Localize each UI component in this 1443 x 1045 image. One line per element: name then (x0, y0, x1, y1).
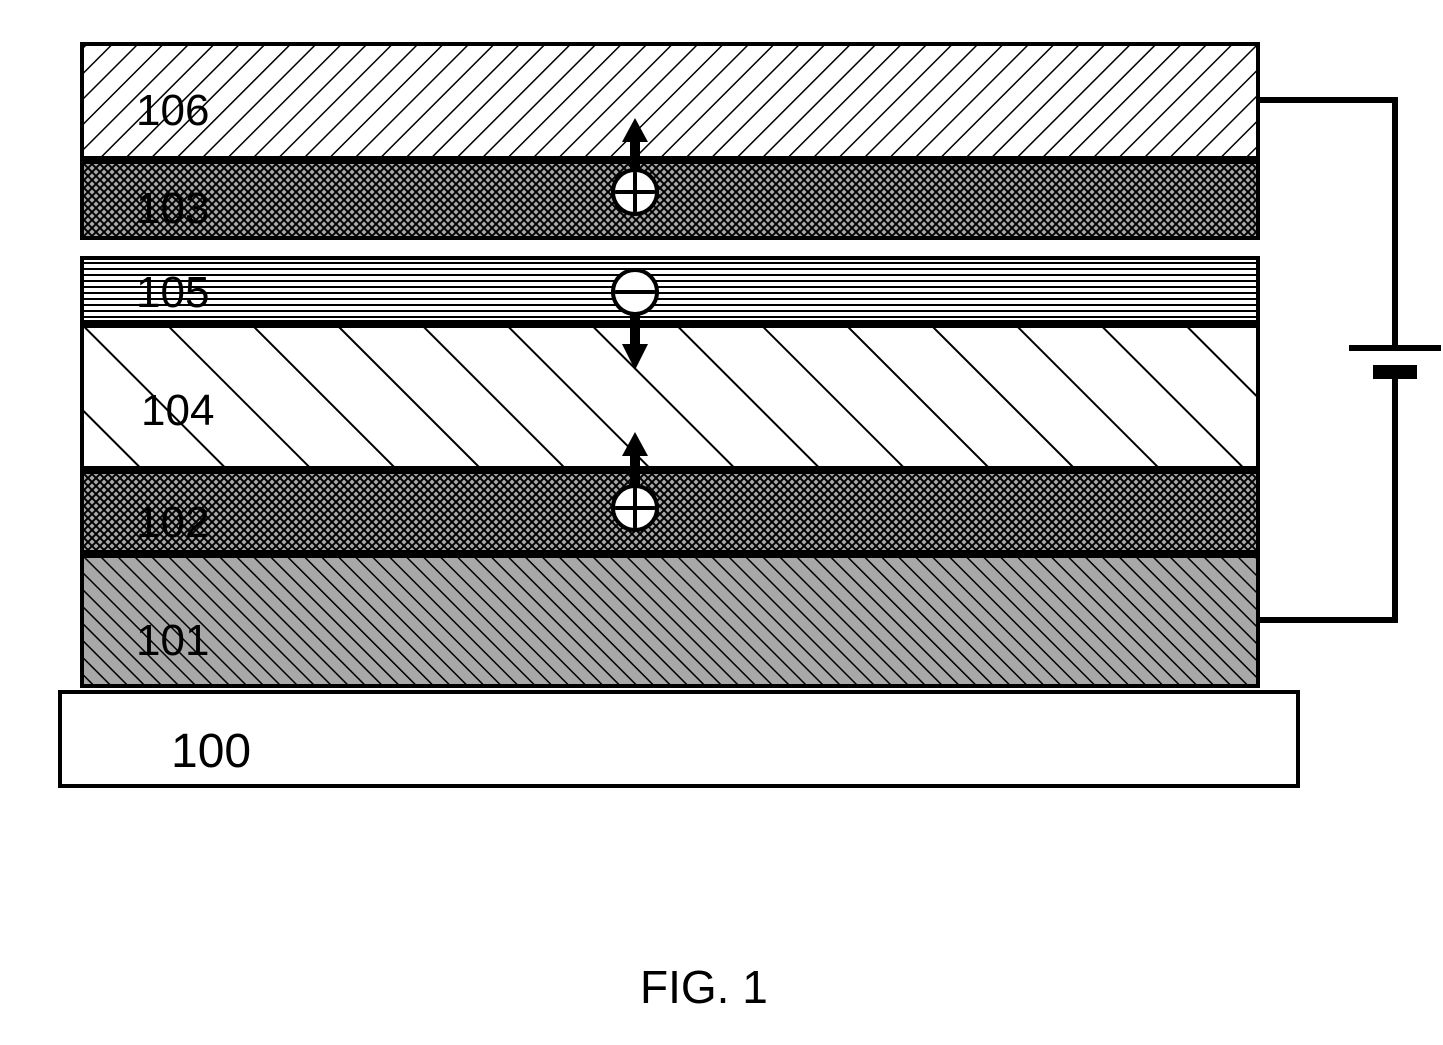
battery-plate-short (1373, 365, 1417, 379)
layer-101 (80, 554, 1260, 688)
wire-vert-bottom (1392, 372, 1398, 623)
layer-label-105: 105 (130, 268, 215, 318)
wire-vert-top (1392, 97, 1398, 348)
battery-plate-long (1349, 345, 1441, 351)
layer-label-101: 101 (130, 616, 215, 666)
wire-bottom (1260, 617, 1395, 623)
figure-caption: FIG. 1 (640, 960, 768, 1014)
layer-label-103: 103 (130, 184, 215, 234)
layer-label-100: 100 (165, 724, 257, 779)
layer-104 (80, 324, 1260, 470)
layer-106 (80, 42, 1260, 160)
layer-102 (80, 470, 1260, 554)
layer-label-102: 102 (130, 498, 215, 548)
layer-103 (80, 160, 1260, 240)
carrier-electron-1 (609, 268, 661, 374)
carrier-hole-0 (609, 116, 661, 218)
wire-top (1260, 97, 1395, 103)
layer-label-104: 104 (135, 386, 220, 436)
layer-105 (80, 256, 1260, 324)
layer-label-106: 106 (130, 86, 215, 136)
carrier-hole-2 (609, 430, 661, 534)
